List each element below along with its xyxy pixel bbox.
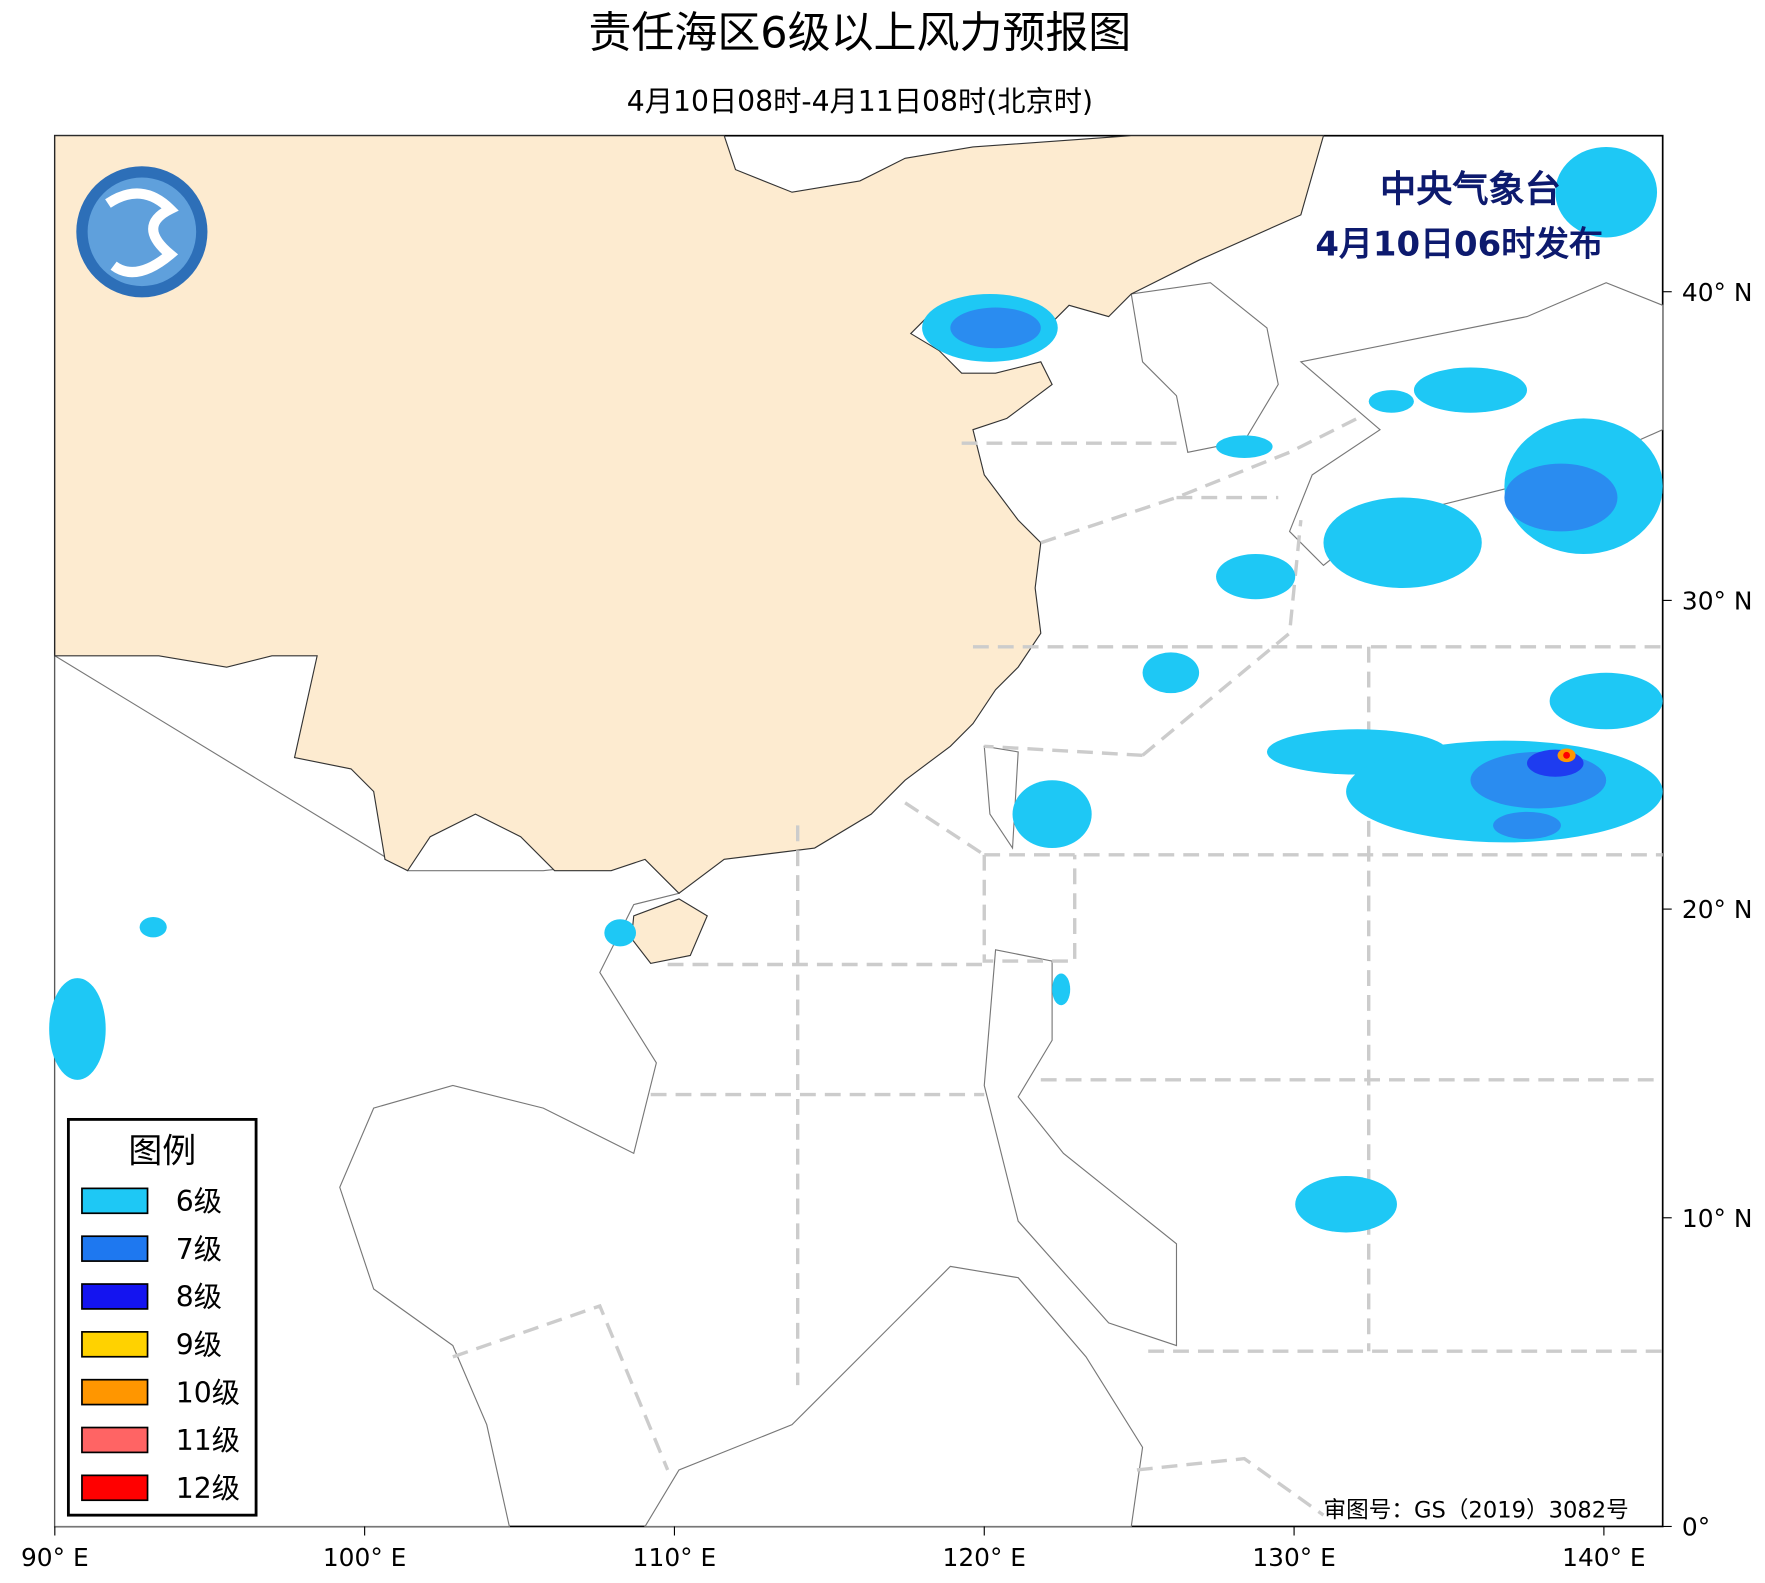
approval-number: 审图号：GS（2019）3082号 xyxy=(1324,1497,1629,1523)
x-tick-label: 130° E xyxy=(1252,1543,1336,1572)
x-tick-label: 140° E xyxy=(1562,1543,1646,1572)
y-tick-label: 40° N xyxy=(1682,278,1753,307)
sea-boundaries xyxy=(452,416,1663,1517)
x-tick-label: 100° E xyxy=(323,1543,407,1572)
x-tick-label: 110° E xyxy=(633,1543,717,1572)
legend-swatch xyxy=(81,1235,149,1262)
legend-swatch xyxy=(81,1331,149,1358)
legend-swatch xyxy=(81,1474,149,1502)
legend-label: 7级 xyxy=(176,1233,222,1266)
legend-swatch xyxy=(81,1187,149,1215)
x-tick-label: 120° E xyxy=(943,1543,1026,1572)
legend-label: 9级 xyxy=(176,1328,222,1361)
subtitle: 4月10日08时-4月11日08时(北京时) xyxy=(627,85,1093,118)
y-tick-label: 10° N xyxy=(1682,1204,1753,1233)
legend-label: 12级 xyxy=(176,1472,240,1505)
logo xyxy=(76,166,208,298)
legend-label: 6级 xyxy=(176,1185,222,1218)
title: 责任海区6级以上风力预报图 xyxy=(589,8,1132,58)
issuer-name: 中央气象台 xyxy=(1380,167,1561,210)
y-tick-label: 30° N xyxy=(1682,586,1753,615)
y-tick-label: 20° N xyxy=(1682,895,1753,924)
wind-level-6 xyxy=(49,146,1663,1233)
x-tick-label: 90° E xyxy=(21,1543,89,1572)
y-tick-label: 0° xyxy=(1682,1513,1710,1542)
legend-label: 10级 xyxy=(176,1376,240,1409)
legend-swatch xyxy=(81,1283,149,1310)
issue-time: 4月10日06时发布 xyxy=(1315,225,1603,264)
wind-core-center xyxy=(1563,751,1570,759)
legend-swatch xyxy=(81,1378,149,1406)
legend: 图例 6级 7级 8级 9级 10级 11级 12级 xyxy=(66,1117,258,1517)
legend-label: 11级 xyxy=(176,1424,240,1457)
legend-label: 8级 xyxy=(176,1281,222,1314)
legend-title: 图例 xyxy=(128,1131,196,1170)
map-area: 中央气象台 4月10日06时发布 审图号：GS（2019）3082号 xyxy=(49,134,1664,1528)
axes: 90° E 100° E 110° E 120° E 130° E 140° E 40° N… xyxy=(21,278,1752,1572)
legend-swatch xyxy=(81,1426,149,1454)
